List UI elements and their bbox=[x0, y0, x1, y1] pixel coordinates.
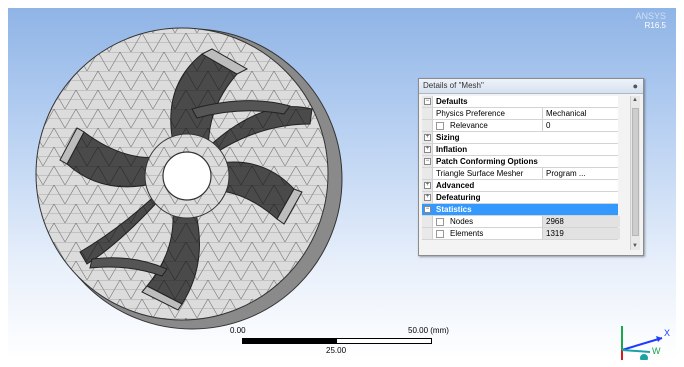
triad-w-label: W bbox=[652, 346, 661, 356]
category-inflation[interactable]: + Inflation bbox=[422, 144, 618, 156]
category-advanced[interactable]: + Advanced bbox=[422, 180, 618, 192]
scale-start-label: 0.00 bbox=[230, 326, 246, 335]
property-physics-preference[interactable]: Physics Preference Mechanical bbox=[422, 108, 618, 120]
category-defeaturing[interactable]: + Defeaturing bbox=[422, 192, 618, 204]
details-grid: − Defaults Physics Preference Mechanical… bbox=[422, 96, 620, 240]
property-label: Triangle Surface Mesher bbox=[436, 169, 524, 178]
impeller-mesh-model[interactable] bbox=[32, 14, 362, 344]
property-label: Elements bbox=[450, 229, 484, 238]
scale-bar: 0.00 50.00 (mm) 25.00 bbox=[230, 326, 510, 360]
details-title-bar: Details of "Mesh" ● bbox=[419, 79, 643, 94]
property-label: Nodes bbox=[450, 217, 474, 226]
collapse-icon[interactable]: − bbox=[424, 98, 431, 105]
expand-icon[interactable]: + bbox=[424, 194, 431, 201]
category-label: Defeaturing bbox=[436, 193, 481, 202]
scroll-up-icon[interactable]: ▲ bbox=[632, 97, 638, 103]
property-relevance[interactable]: Relevance 0 bbox=[422, 120, 618, 132]
category-label: Advanced bbox=[436, 181, 475, 190]
scale-end-label: 50.00 (mm) bbox=[408, 326, 449, 335]
scroll-down-icon[interactable]: ▼ bbox=[632, 243, 638, 249]
property-value[interactable]: 0 bbox=[542, 120, 620, 131]
scale-ruler bbox=[242, 338, 432, 344]
expand-icon[interactable]: + bbox=[424, 134, 431, 141]
property-value[interactable]: Mechanical bbox=[542, 108, 620, 119]
scale-mid-label: 25.00 bbox=[326, 346, 347, 355]
category-statistics[interactable]: − Statistics bbox=[422, 204, 618, 216]
category-label: Sizing bbox=[436, 133, 460, 142]
collapse-icon[interactable]: − bbox=[424, 206, 431, 213]
property-label: Physics Preference bbox=[436, 109, 505, 118]
expand-icon[interactable]: + bbox=[424, 146, 431, 153]
expand-icon[interactable]: + bbox=[424, 182, 431, 189]
parameter-checkbox[interactable] bbox=[436, 230, 444, 238]
axis-triad[interactable]: X W bbox=[612, 320, 676, 360]
details-scrollbar[interactable]: ▲ ▼ bbox=[630, 96, 640, 250]
property-nodes[interactable]: Nodes 2968 bbox=[422, 216, 620, 228]
scrollbar-thumb[interactable] bbox=[632, 108, 639, 236]
category-defaults[interactable]: − Defaults bbox=[422, 96, 618, 108]
triad-x-label: X bbox=[664, 328, 670, 338]
details-title: Details of "Mesh" bbox=[423, 81, 484, 90]
property-value: 1319 bbox=[542, 228, 620, 239]
property-elements[interactable]: Elements 1319 bbox=[422, 228, 620, 240]
property-value[interactable]: Program ... bbox=[542, 168, 620, 179]
property-label: Relevance bbox=[450, 121, 488, 130]
category-patch-conforming-options[interactable]: − Patch Conforming Options bbox=[422, 156, 618, 168]
version-watermark: ANSYS R16.5 bbox=[635, 11, 666, 31]
pin-icon[interactable]: ● bbox=[632, 81, 638, 91]
parameter-checkbox[interactable] bbox=[436, 122, 444, 130]
version-release: R16.5 bbox=[644, 21, 666, 30]
graphics-viewport[interactable]: ANSYS R16.5 bbox=[8, 8, 676, 360]
property-value: 2968 bbox=[542, 216, 620, 227]
category-label: Patch Conforming Options bbox=[436, 157, 538, 166]
version-product: ANSYS bbox=[635, 11, 666, 21]
category-label: Inflation bbox=[436, 145, 468, 154]
details-panel: Details of "Mesh" ● − Defaults Physics P… bbox=[418, 78, 644, 256]
parameter-checkbox[interactable] bbox=[436, 218, 444, 226]
category-label: Defaults bbox=[436, 97, 468, 106]
category-label: Statistics bbox=[436, 205, 472, 214]
category-sizing[interactable]: + Sizing bbox=[422, 132, 618, 144]
property-triangle-surface-mesher[interactable]: Triangle Surface Mesher Program ... bbox=[422, 168, 618, 180]
collapse-icon[interactable]: − bbox=[424, 158, 431, 165]
